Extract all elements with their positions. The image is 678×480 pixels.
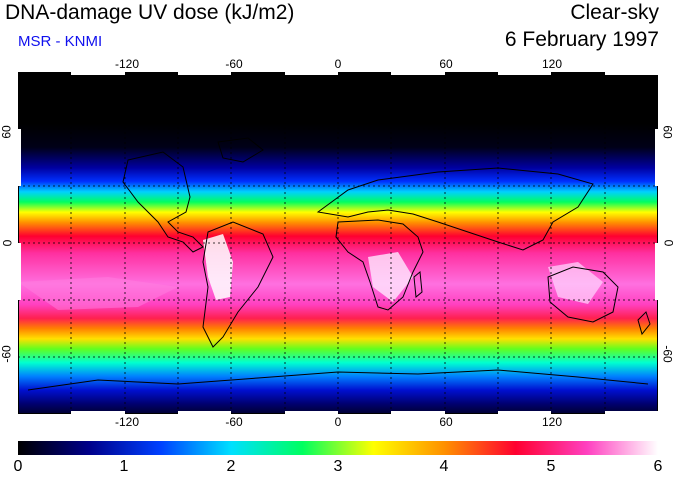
frame-scale-ticks xyxy=(18,72,658,414)
frame-tick xyxy=(655,129,658,186)
high-dose-patch xyxy=(203,234,233,300)
graticule xyxy=(18,72,658,414)
source-label: MSR - KNMI xyxy=(18,33,103,50)
new-zealand-coast xyxy=(637,311,651,336)
frame-tick xyxy=(178,411,231,414)
lat-tick-left: 0 xyxy=(0,239,15,247)
map-title: DNA-damage UV dose (kJ/m2) xyxy=(5,1,295,24)
frame-tick xyxy=(178,72,231,75)
lon-tick-top: -60 xyxy=(225,57,243,71)
lon-tick-bottom: -120 xyxy=(114,415,140,429)
high-dose-patch xyxy=(368,252,413,302)
coastlines xyxy=(27,137,651,391)
africa-coast xyxy=(335,219,424,311)
frame-tick xyxy=(391,72,445,75)
colorbar-label: 4 xyxy=(439,458,449,475)
sky-condition-label: Clear-sky xyxy=(570,1,659,24)
frame-tick xyxy=(71,72,125,75)
lat-tick-right: 60 xyxy=(660,125,675,139)
frame-tick xyxy=(18,243,21,300)
frame-tick xyxy=(285,72,338,75)
lon-tick-top: 60 xyxy=(439,57,453,71)
eurasia-coast xyxy=(316,167,594,251)
lon-tick-bottom: 60 xyxy=(439,415,453,429)
greenland-coast xyxy=(217,137,264,163)
lon-tick-bottom: 120 xyxy=(541,415,563,429)
date-label: 6 February 1997 xyxy=(504,28,659,51)
madagascar-coast xyxy=(413,271,423,298)
uv-dose-map xyxy=(18,72,658,414)
south-america-coast xyxy=(202,221,274,348)
colorbar-label: 5 xyxy=(546,458,556,475)
frame-tick xyxy=(498,411,551,414)
lon-tick-bottom: -60 xyxy=(225,415,243,429)
colorbar xyxy=(18,441,658,455)
frame-tick xyxy=(655,243,658,300)
lon-tick-top: 0 xyxy=(334,57,342,71)
frame-tick xyxy=(71,411,125,414)
colorbar-label: 6 xyxy=(653,458,663,475)
lon-tick-bottom: 0 xyxy=(334,415,342,429)
lat-tick-right: 0 xyxy=(661,239,676,247)
high-dose-patch xyxy=(18,277,178,310)
high-dose-patch xyxy=(548,262,603,304)
frame-tick xyxy=(391,411,445,414)
frame-tick xyxy=(18,129,21,186)
colorbar-label: 1 xyxy=(119,458,129,475)
lat-tick-left: 60 xyxy=(0,125,14,139)
colorbar-label: 2 xyxy=(226,458,236,475)
lat-tick-left: -60 xyxy=(0,345,14,363)
frame-tick xyxy=(605,411,658,414)
australia-coast xyxy=(547,266,619,323)
colorbar-label: 3 xyxy=(333,458,343,475)
lat-tick-right: -60 xyxy=(660,345,675,363)
frame-tick xyxy=(605,72,658,75)
lon-tick-top: 120 xyxy=(541,57,563,71)
colorbar-label: 0 xyxy=(13,458,23,475)
frame-tick xyxy=(498,72,551,75)
lon-tick-top: -120 xyxy=(114,57,140,71)
frame-tick xyxy=(285,411,338,414)
north-america-coast xyxy=(122,151,204,253)
